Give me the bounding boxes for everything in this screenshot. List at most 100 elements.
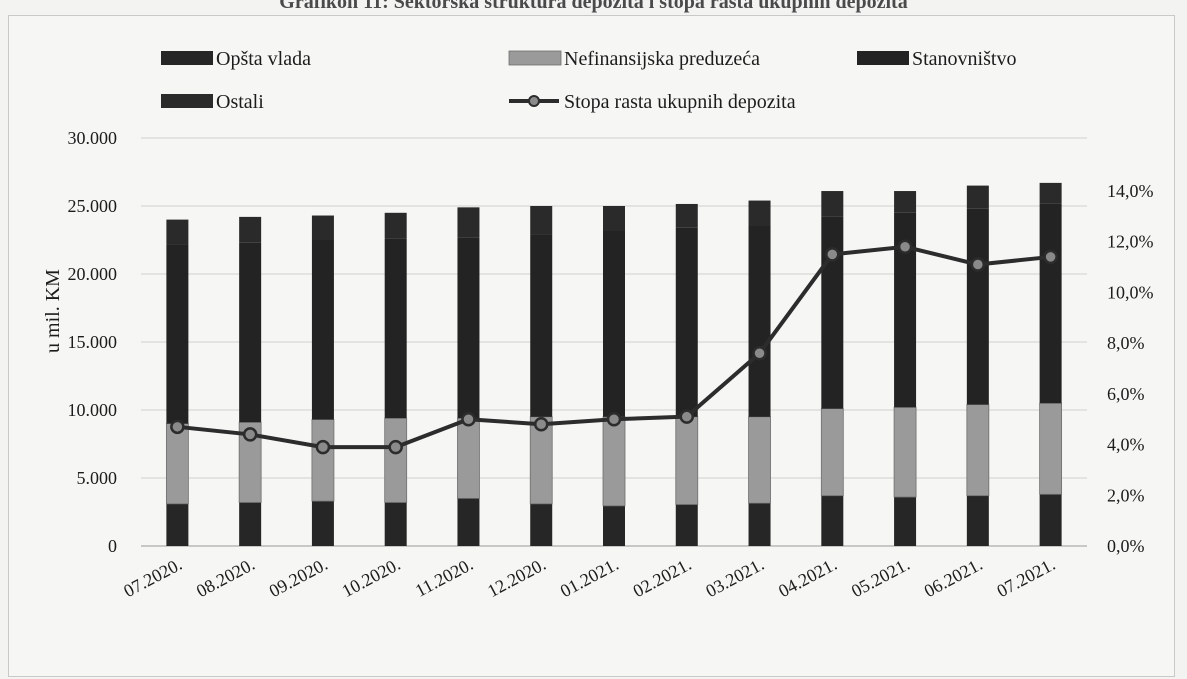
bar-segment	[530, 503, 553, 546]
bar-segment	[384, 417, 408, 503]
bar-segment	[820, 408, 844, 497]
x-tick-label: 11.2020.	[412, 554, 476, 601]
chart-title: Grafikon 11: Sektorska struktura depozit…	[279, 0, 908, 13]
y2-tick-label: 8,0%	[1107, 333, 1145, 353]
bar-segment	[675, 416, 699, 505]
bar-segment	[384, 502, 407, 546]
bar-segment	[311, 419, 335, 502]
bar-segment	[748, 416, 771, 504]
x-tick-label: 06.2021.	[921, 554, 986, 601]
y-tick-label: 30.000	[68, 128, 118, 148]
y-tick-label: 10.000	[68, 400, 118, 420]
bar-segment	[748, 200, 771, 226]
legend-label: Stopa rasta ukupnih depozita	[564, 91, 796, 113]
y-tick-label: 0	[108, 536, 117, 556]
bar-segment	[530, 206, 553, 235]
x-tick-label: 07.2021.	[993, 554, 1058, 601]
x-tick-label: 10.2020.	[339, 554, 404, 601]
bar-segment	[821, 216, 844, 409]
y-axis-left: 0 5.000 10.000 15.000 20.000 25.000 30.000	[68, 128, 118, 556]
growth-rate-point	[679, 409, 695, 424]
growth-rate-point	[533, 417, 549, 432]
legend-label: Ostali	[216, 91, 264, 113]
y2-tick-label: 14,0%	[1107, 181, 1154, 201]
legend-label: Opšta vlada	[216, 48, 311, 70]
x-tick-label: 01.2021.	[557, 554, 622, 601]
y-axis-title: u mil. KM	[42, 269, 64, 353]
growth-rate-point	[242, 427, 258, 442]
y-tick-label: 20.000	[68, 264, 118, 284]
bar-segment	[893, 406, 917, 498]
growth-rate-point	[315, 439, 331, 455]
bar-segment	[165, 423, 189, 505]
bar-segment	[966, 185, 989, 209]
bar-segment	[239, 242, 262, 423]
x-tick-label: 07.2020.	[120, 554, 185, 601]
x-tick-label: 08.2020.	[193, 554, 258, 601]
growth-rate-point	[461, 411, 476, 427]
bar-segment	[384, 212, 407, 239]
x-tick-label: 04.2021.	[775, 554, 840, 601]
bar-segment	[311, 215, 334, 240]
bar-segment	[311, 501, 334, 546]
bar-segment	[603, 505, 625, 546]
bar-segment	[457, 237, 480, 419]
bar-segment	[821, 191, 844, 217]
bar-segment	[457, 417, 480, 499]
bar-segment	[457, 498, 480, 546]
y2-tick-label: 10,0%	[1107, 282, 1154, 302]
bar-segment	[166, 219, 189, 245]
growth-rate-point	[606, 411, 622, 427]
bar-segment	[894, 497, 917, 546]
bar-segment	[821, 495, 844, 546]
y2-tick-label: 4,0%	[1107, 435, 1145, 455]
bar-segment	[748, 225, 771, 417]
legend-label: Nefinansijska preduzeća	[564, 48, 760, 70]
bar-segment	[675, 504, 698, 546]
bar-segment	[603, 230, 625, 417]
x-tick-label: 05.2021.	[848, 554, 913, 601]
bar-segment	[603, 206, 625, 231]
chart-svg: 0 5.000 10.000 15.000 20.000 25.000 30.000 0,0…	[42, 48, 1154, 601]
bar-segment	[384, 238, 407, 419]
line-group	[170, 239, 1058, 455]
bar-segment	[457, 207, 480, 238]
growth-rate-point	[970, 257, 986, 272]
x-tick-label: 02.2021.	[630, 554, 695, 601]
bar-segment	[239, 216, 262, 243]
bar-segment	[675, 227, 698, 417]
legend-swatch	[508, 50, 562, 66]
growth-rate-point	[752, 346, 767, 361]
bar-segment	[1039, 182, 1062, 204]
bar-segment	[166, 244, 189, 424]
growth-rate-point	[897, 239, 913, 255]
bar-segment	[166, 503, 189, 546]
bar-segment	[966, 404, 990, 497]
chart-frame: 0 5.000 10.000 15.000 20.000 25.000 30.000 0,0…	[8, 15, 1175, 677]
x-tick-label: 12.2020.	[484, 554, 549, 601]
growth-rate-point	[825, 247, 840, 262]
growth-rate-point	[170, 419, 185, 435]
x-axis: 07.2020. 08.2020. 09.2020. 10.2020. 11.2020.…	[120, 554, 1058, 601]
legend: Opšta vlada Nefinansijska preduzeća Stanov…	[161, 48, 1016, 113]
x-tick-label: 09.2020.	[266, 554, 331, 601]
x-tick-label: 03.2021.	[702, 554, 767, 601]
bar-group	[165, 182, 1063, 546]
y-tick-label: 5.000	[77, 468, 118, 488]
y-tick-label: 15.000	[68, 332, 118, 352]
bar-segment	[894, 191, 917, 213]
bar-segment	[894, 212, 917, 408]
bar-segment	[530, 234, 553, 417]
legend-swatch	[857, 51, 909, 65]
y2-tick-label: 2,0%	[1107, 485, 1145, 505]
y2-tick-label: 12,0%	[1107, 232, 1154, 252]
bar-segment	[966, 208, 989, 405]
bar-segment	[1039, 402, 1063, 495]
bar-segment	[239, 502, 262, 546]
legend-line-marker	[528, 95, 540, 107]
y2-tick-label: 6,0%	[1107, 384, 1145, 404]
y-tick-label: 25.000	[68, 196, 118, 216]
bar-segment	[748, 503, 771, 546]
bar-segment	[311, 240, 334, 420]
y-axis-right: 0,0% 2,0% 4,0% 6,0% 8,0% 10,0% 12,0% 14,0%	[1107, 181, 1154, 556]
